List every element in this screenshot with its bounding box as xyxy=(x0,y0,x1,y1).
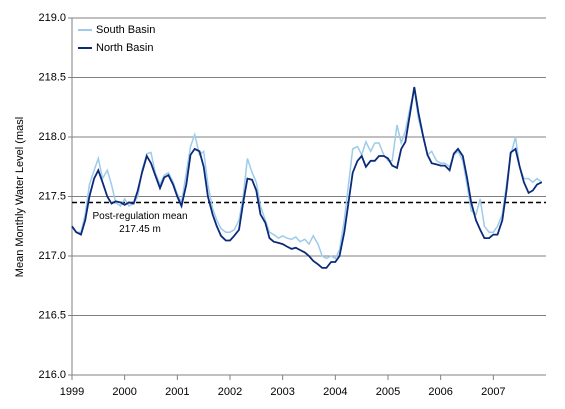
x-tick-label: 2002 xyxy=(218,386,242,398)
x-tick-label: 2001 xyxy=(165,386,189,398)
y-tick-label: 217.5 xyxy=(38,190,66,202)
x-tick-label: 2003 xyxy=(270,386,294,398)
y-tick-label: 218.0 xyxy=(38,131,66,143)
x-tick-label: 2004 xyxy=(323,386,347,398)
reference-label: 217.45 m xyxy=(119,224,161,235)
series-line xyxy=(71,86,543,269)
y-axis-label: Mean Monthly Water Level (masl xyxy=(14,117,26,277)
y-tick-label: 218.5 xyxy=(38,71,66,83)
series-line xyxy=(71,89,543,260)
reference-label: Post-regulation mean xyxy=(92,211,187,222)
x-tick-label: 2006 xyxy=(428,386,452,398)
y-tick-label: 219.0 xyxy=(38,12,66,24)
x-tick-label: 2007 xyxy=(481,386,505,398)
legend-label: South Basin xyxy=(96,24,155,36)
y-tick-label: 216.0 xyxy=(38,369,66,381)
x-tick-label: 1999 xyxy=(60,386,84,398)
y-tick-label: 216.5 xyxy=(38,309,66,321)
x-tick-label: 2005 xyxy=(376,386,400,398)
y-tick-label: 217.0 xyxy=(38,250,66,262)
x-tick-label: 2000 xyxy=(112,386,136,398)
legend-label: North Basin xyxy=(96,42,153,54)
